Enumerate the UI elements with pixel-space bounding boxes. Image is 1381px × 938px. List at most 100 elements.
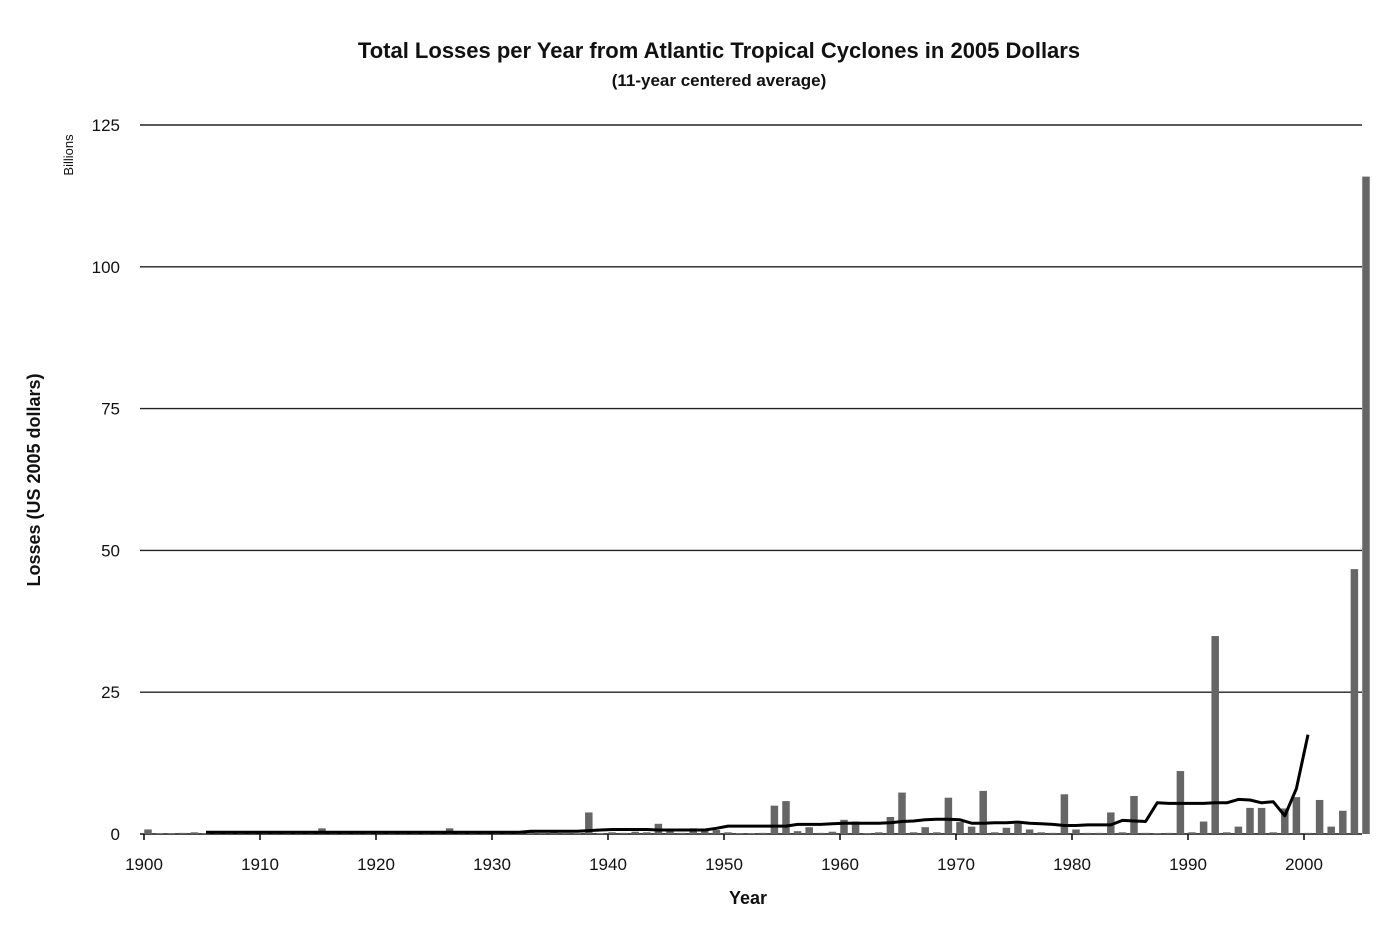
bar (144, 829, 152, 834)
bar (1107, 812, 1115, 834)
bar (1315, 799, 1324, 834)
x-tick-label: 1920 (357, 855, 395, 874)
bar (1281, 808, 1289, 834)
x-tick-label: 1930 (473, 855, 511, 874)
bar (909, 832, 918, 834)
bar (1002, 827, 1011, 834)
y-tick-label: 100 (92, 258, 120, 277)
bar (1165, 832, 1173, 834)
average-line (206, 734, 1310, 834)
x-tick-labels: 1900 1910 1920 1930 1940 1950 1960 1970 1980 1990… (125, 834, 1323, 874)
bar (585, 812, 593, 834)
bar (1014, 823, 1022, 834)
bar (1223, 832, 1231, 834)
x-tick-label: 1980 (1053, 855, 1091, 874)
bar (190, 832, 199, 834)
bar (933, 832, 941, 834)
y-axis-title: Losses (US 2005 dollars) (24, 373, 44, 586)
bar (1246, 807, 1254, 834)
bar (179, 832, 187, 834)
bar (817, 832, 825, 834)
bar (1153, 833, 1161, 834)
bar (1211, 636, 1219, 834)
x-tick-label: 1950 (705, 855, 743, 874)
bar (1083, 832, 1092, 834)
y-tick-label: 75 (101, 400, 120, 419)
bar (793, 831, 802, 834)
bar (1072, 829, 1080, 834)
bar (573, 833, 581, 834)
bar (956, 822, 964, 834)
bar (967, 826, 976, 834)
bar (1037, 832, 1045, 834)
bar (944, 797, 953, 834)
bar (1060, 794, 1069, 834)
bar (1327, 826, 1335, 834)
x-tick-label: 1990 (1169, 855, 1207, 874)
bar (1141, 832, 1150, 834)
bar (1118, 832, 1127, 834)
bar (735, 833, 744, 834)
average-line-layer (206, 734, 1310, 834)
x-axis-title: Year (729, 888, 767, 908)
bar (770, 805, 779, 834)
bar (1130, 795, 1138, 834)
bar (747, 833, 755, 834)
bar (596, 833, 605, 834)
bar (167, 833, 175, 834)
bar (1025, 829, 1034, 834)
bar (155, 833, 164, 834)
bar (805, 827, 813, 834)
bar (527, 831, 535, 834)
bar (1269, 832, 1277, 834)
x-tick-label: 1940 (589, 855, 627, 874)
bar (979, 790, 987, 834)
bar (782, 801, 790, 834)
y-tick-label: 50 (101, 541, 120, 560)
bar (863, 833, 871, 834)
x-tick-label: 1900 (125, 855, 163, 874)
bar (1304, 832, 1312, 834)
bar (759, 832, 767, 834)
bar (619, 832, 628, 834)
bar (1339, 810, 1347, 834)
bar (828, 831, 837, 834)
y-unit-label: Billions (61, 134, 76, 176)
x-tick-label: 1960 (821, 855, 859, 874)
y-tick-label: 0 (111, 825, 120, 844)
bar (538, 832, 547, 834)
x-tick-label: 2000 (1285, 855, 1323, 874)
y-tick-label: 25 (101, 683, 120, 702)
bar (886, 816, 895, 834)
bar (643, 832, 651, 834)
chart-title: Total Losses per Year from Atlantic Trop… (358, 38, 1080, 63)
bar (666, 829, 674, 834)
bar (851, 821, 860, 834)
bar (1257, 807, 1266, 834)
bar (1049, 832, 1057, 834)
bar (1362, 176, 1370, 834)
gridlines (140, 124, 1362, 835)
bar (701, 830, 709, 834)
bar (1188, 832, 1196, 834)
bar (991, 832, 999, 834)
bar (1292, 797, 1301, 834)
bar (561, 832, 570, 834)
bar (875, 832, 883, 834)
x-tick-label: 1970 (937, 855, 975, 874)
bar (1199, 821, 1208, 834)
x-tick-label: 1910 (241, 855, 279, 874)
bar (677, 832, 686, 834)
bar (1095, 832, 1103, 834)
bar (840, 819, 848, 834)
bar (608, 832, 616, 834)
bar (898, 792, 906, 834)
bar (631, 831, 639, 834)
chart-subtitle: (11-year centered average) (612, 71, 827, 90)
y-tick-labels: 0 25 50 75 100 125 (92, 116, 120, 844)
bar (1350, 569, 1359, 834)
y-tick-label: 125 (92, 116, 120, 135)
bar (724, 832, 732, 834)
bar (921, 827, 929, 834)
